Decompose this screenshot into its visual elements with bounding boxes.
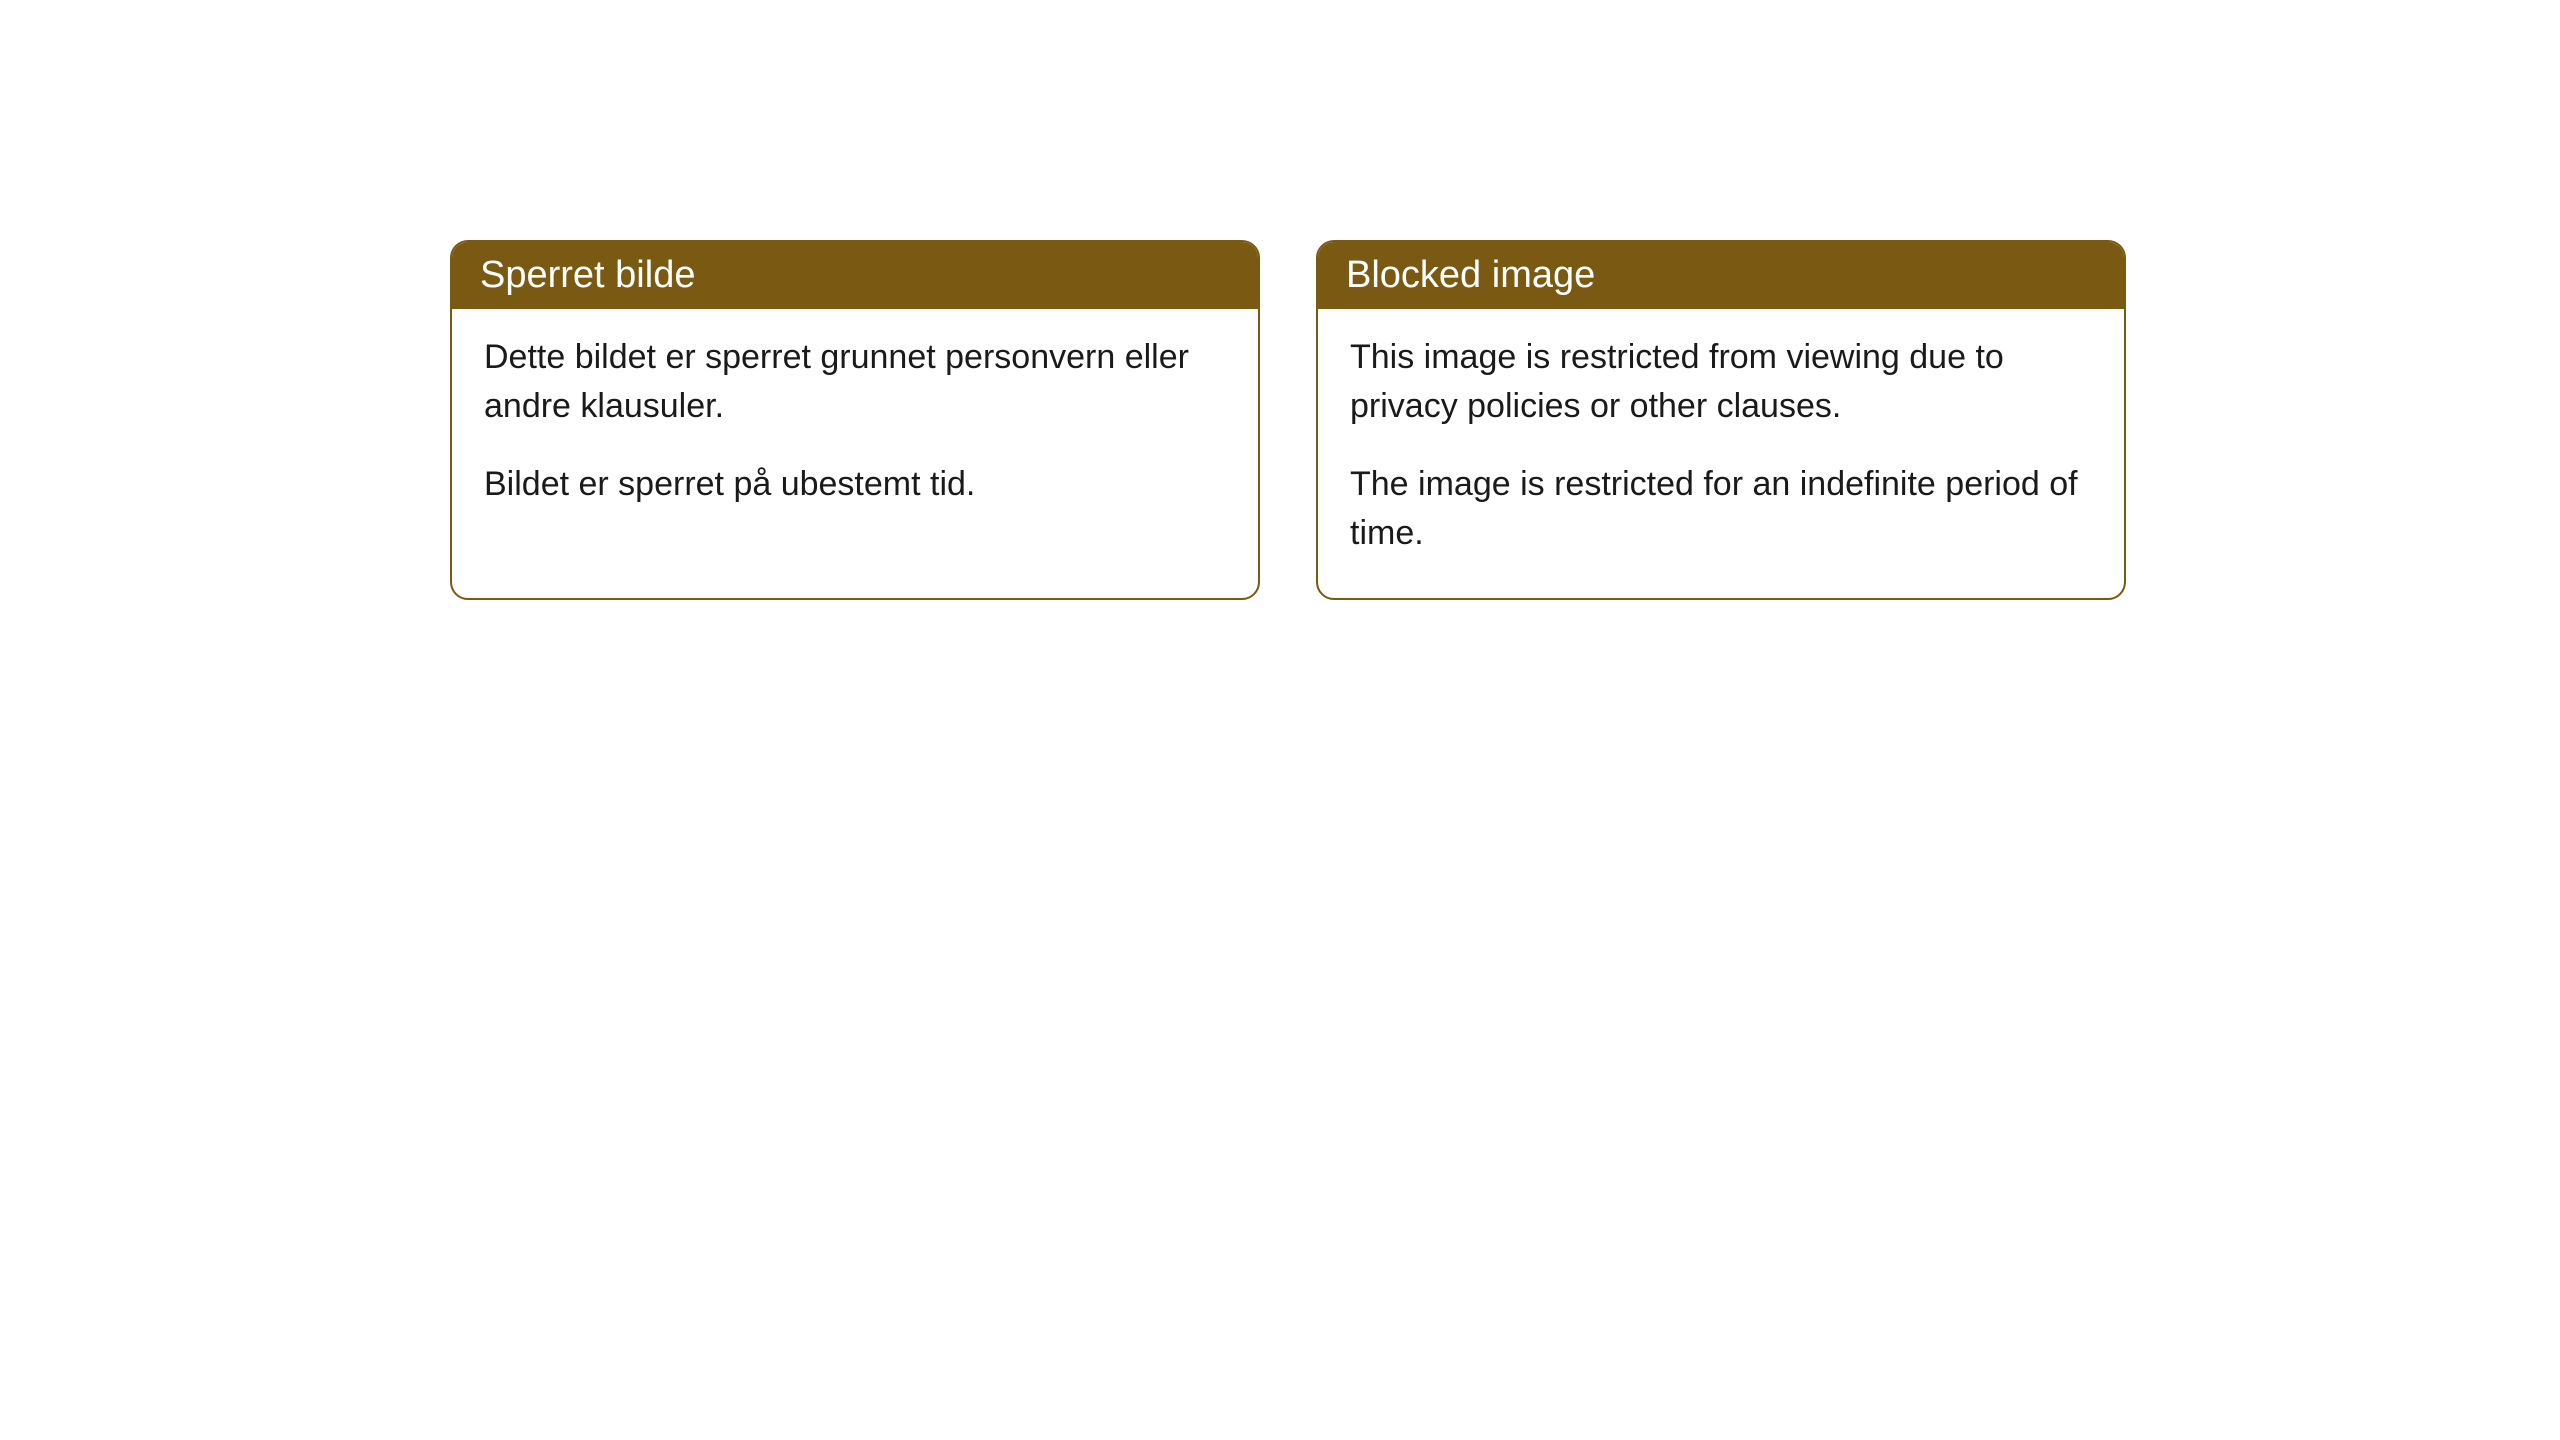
notice-cards-container: Sperret bilde Dette bildet er sperret gr… — [450, 240, 2126, 600]
card-paragraph: Dette bildet er sperret grunnet personve… — [484, 333, 1226, 432]
card-paragraph: The image is restricted for an indefinit… — [1350, 460, 2092, 559]
card-body-norwegian: Dette bildet er sperret grunnet personve… — [452, 309, 1258, 549]
card-header-english: Blocked image — [1318, 242, 2124, 309]
card-body-english: This image is restricted from viewing du… — [1318, 309, 2124, 598]
card-header-norwegian: Sperret bilde — [452, 242, 1258, 309]
card-title: Sperret bilde — [480, 254, 695, 296]
card-paragraph: This image is restricted from viewing du… — [1350, 333, 2092, 432]
blocked-image-card-norwegian: Sperret bilde Dette bildet er sperret gr… — [450, 240, 1260, 600]
blocked-image-card-english: Blocked image This image is restricted f… — [1316, 240, 2126, 600]
card-paragraph: Bildet er sperret på ubestemt tid. — [484, 460, 1226, 509]
card-title: Blocked image — [1346, 254, 1595, 296]
